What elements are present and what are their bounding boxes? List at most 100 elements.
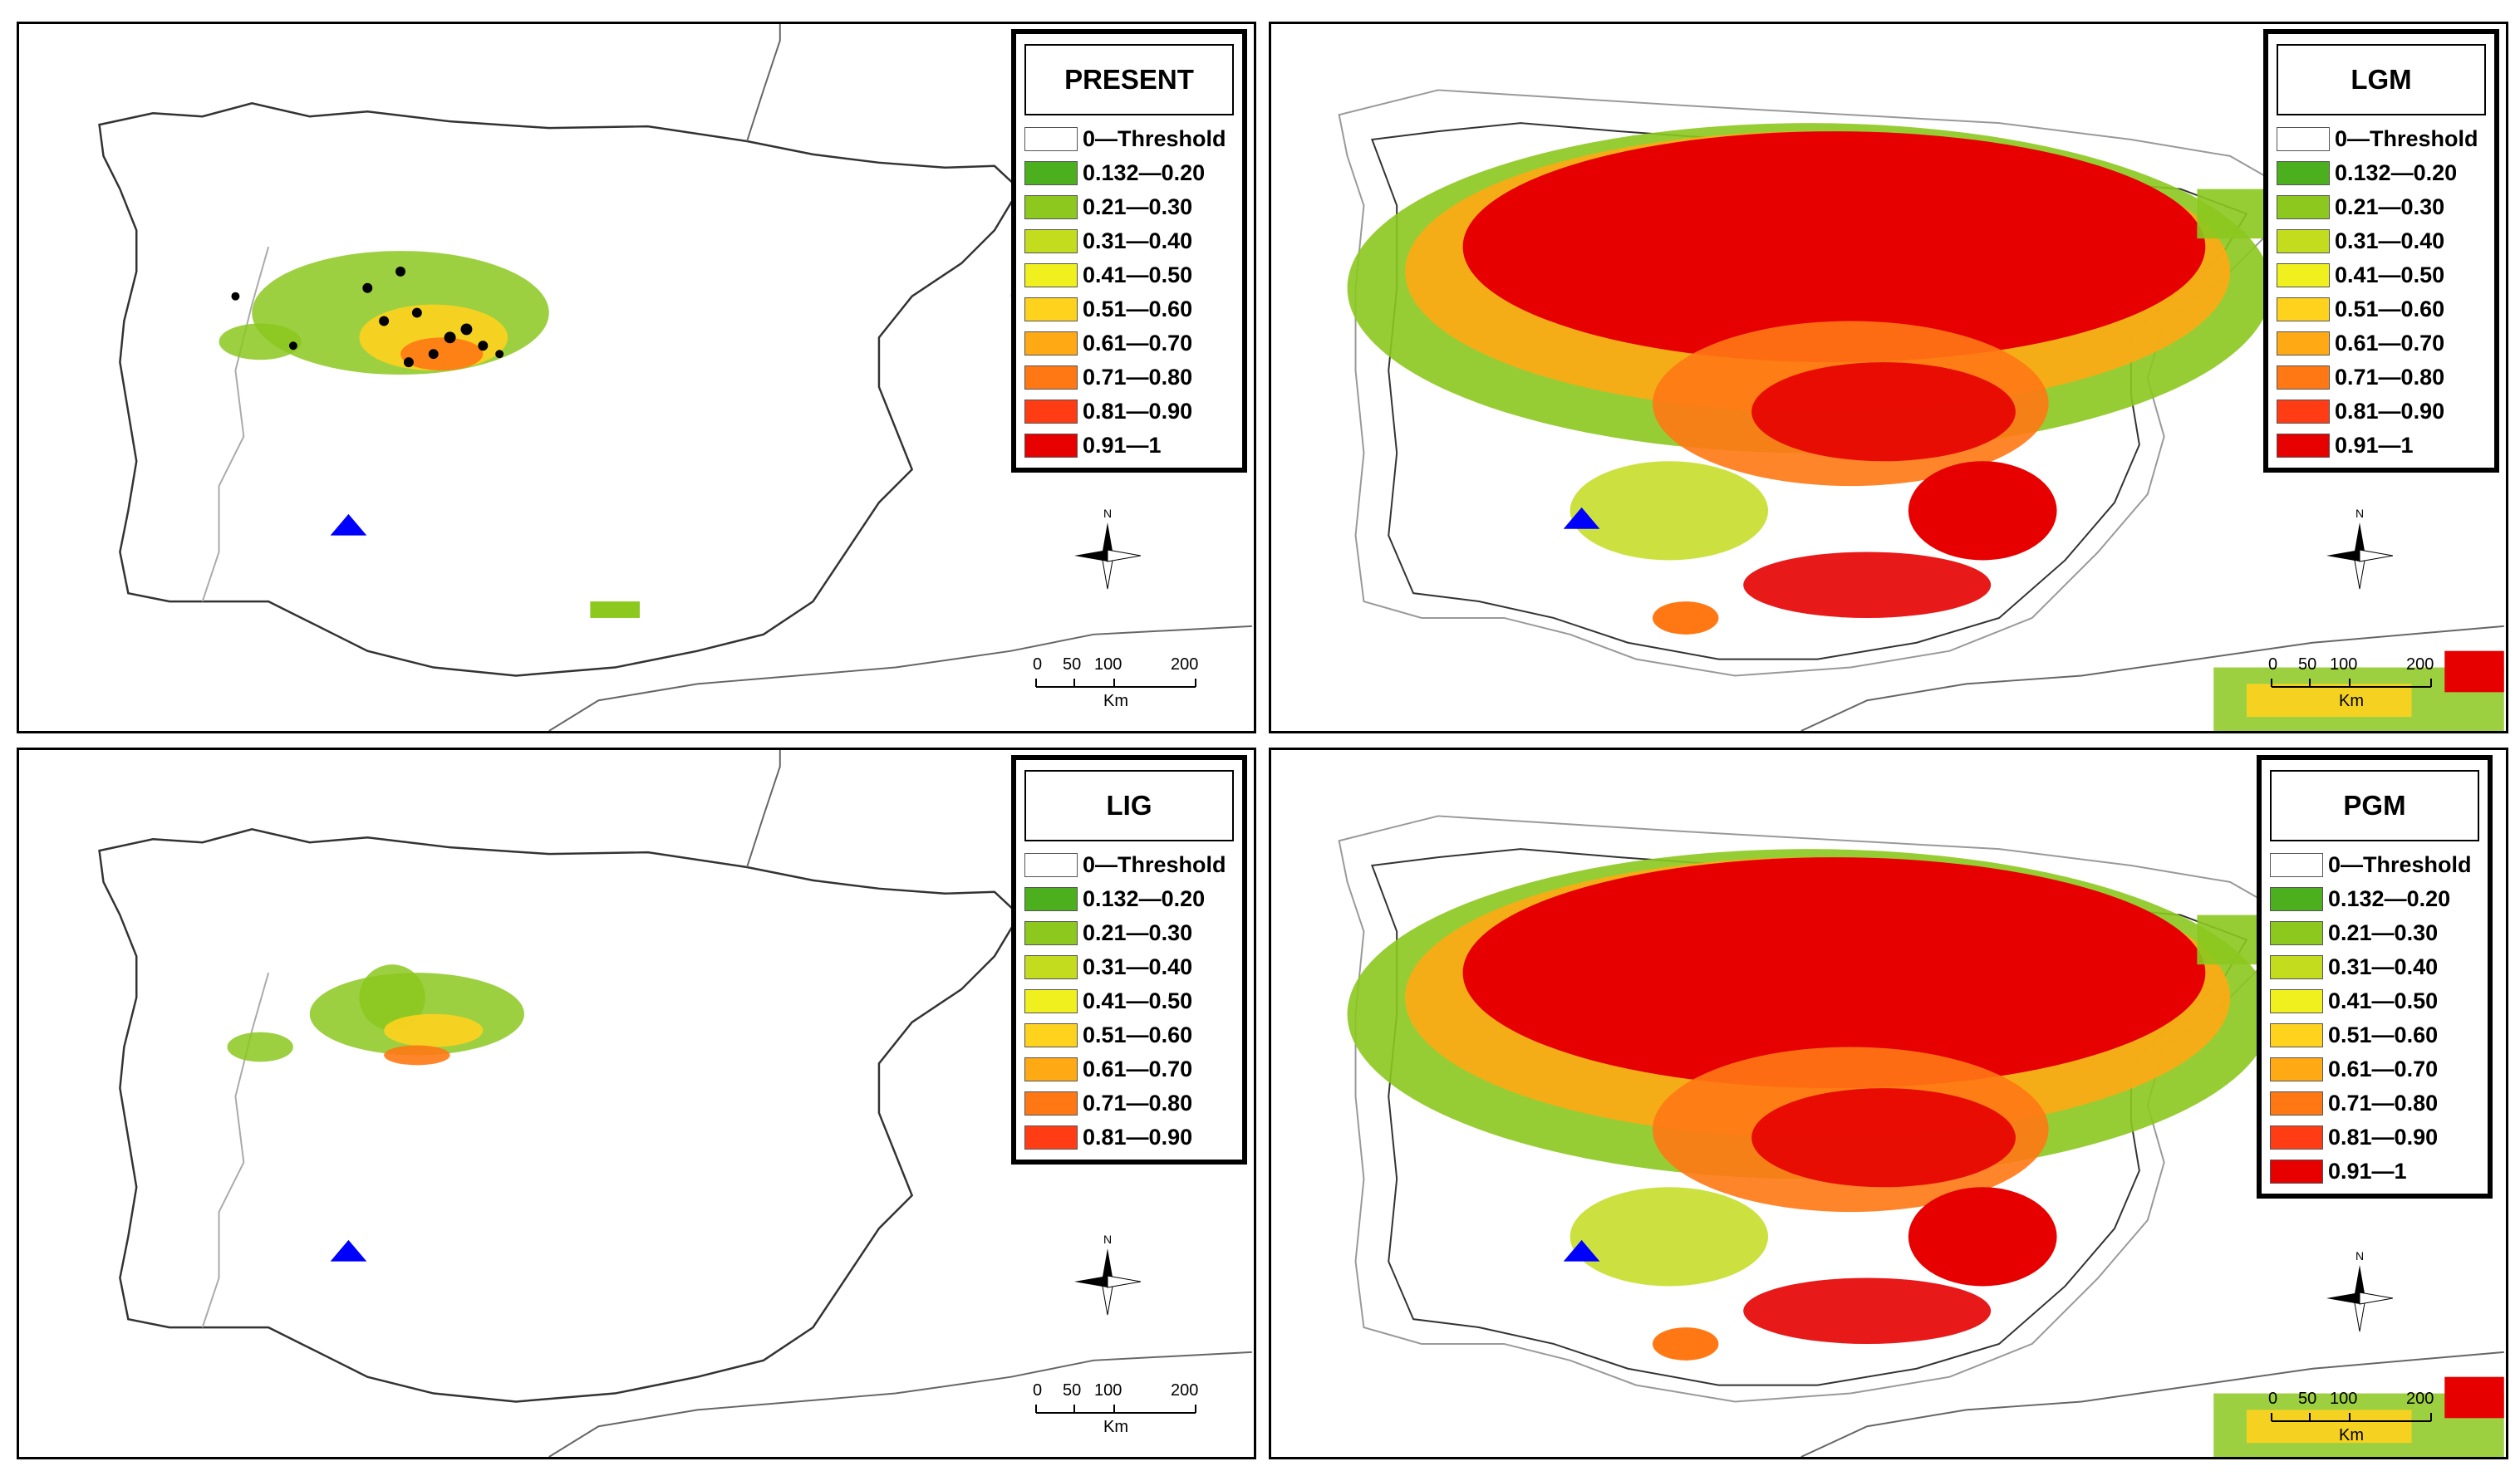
legend-label: 0.31—0.40 (2328, 954, 2439, 979)
map-panel-lig: LIG 0—Threshold 0.132—0.20 0.21—0.30 0.31—0… (17, 748, 1256, 1459)
legend-swatch (2277, 400, 2330, 424)
legend-item: 0.61—0.70 (2270, 1052, 2479, 1086)
legend-label: 0.61—0.70 (2328, 1057, 2439, 1081)
legend-swatch (1024, 887, 1078, 911)
scale-unit: Km (1103, 692, 1128, 710)
iberia-coastline (98, 102, 1021, 677)
africa-coast (1800, 625, 2504, 731)
scale-tick-50: 50 (2298, 1390, 2317, 1408)
north-arrow-icon: N (2326, 1248, 2394, 1340)
compass-label: N (2355, 507, 2364, 520)
legend-swatch (2270, 1125, 2323, 1150)
legend-item: 0.41—0.50 (2277, 258, 2486, 292)
scale-tick-50: 50 (1063, 1381, 1082, 1400)
legend-swatch (2277, 195, 2330, 219)
legend-item: 0.91—1 (2277, 429, 2486, 463)
legend-item: 0.31—0.40 (2277, 224, 2486, 258)
scale-tick-200: 200 (1171, 655, 1199, 674)
map-present (98, 24, 1252, 731)
paleo-coastline (1338, 89, 2289, 677)
legend-label: 0.132—0.20 (2335, 160, 2458, 185)
scale-bar: 0 50 100 200 Km (2268, 655, 2434, 713)
legend-item: 0.21—0.30 (1024, 916, 1234, 950)
legend-lgm: LGM 0—Threshold 0.132—0.20 0.21—0.30 0.31—0… (2263, 29, 2499, 473)
legend-item: 0.132—0.20 (2270, 882, 2479, 916)
legend-present: PRESENT 0—Threshold 0.132—0.20 0.21—0.30 0.… (1011, 29, 1247, 473)
legend-label: 0.41—0.50 (1083, 988, 1193, 1013)
legend-label: 0—Threshold (2335, 126, 2478, 151)
suitability-patches (1347, 123, 2504, 731)
legend-title: PRESENT (1024, 44, 1234, 115)
legend-item: 0.51—0.60 (1024, 292, 1234, 326)
legend-label: 0.61—0.70 (2335, 331, 2445, 356)
suitability-patches (219, 251, 640, 618)
legend-label: 0.91—1 (2328, 1159, 2407, 1184)
scale-tick-100: 100 (2330, 1390, 2358, 1408)
scale-tick-200: 200 (1171, 1381, 1199, 1400)
legend-swatch (2277, 127, 2330, 151)
legend-rows: 0—Threshold 0.132—0.20 0.21—0.30 0.31—0.40 0… (1024, 122, 1234, 463)
legend-label: 0.71—0.80 (2335, 365, 2445, 390)
occurrence-points (231, 266, 504, 368)
scale-bar: 0 50 100 200 Km (1033, 655, 1199, 713)
iberia-coastline (98, 828, 1021, 1403)
triangle-marker (330, 513, 367, 536)
legend-swatch (2277, 365, 2330, 390)
legend-swatch (1024, 853, 1078, 877)
legend-swatch (1024, 1057, 1078, 1081)
legend-item: 0.61—0.70 (1024, 326, 1234, 360)
legend-label: 0.51—0.60 (2335, 297, 2445, 321)
legend-item: 0.81—0.90 (2270, 1120, 2479, 1155)
paleo-coastline (1338, 815, 2289, 1403)
legend-lig: LIG 0—Threshold 0.132—0.20 0.21—0.30 0.31—0… (1011, 755, 1247, 1165)
legend-swatch (1024, 331, 1078, 356)
africa-coast (548, 1351, 1252, 1457)
scale-tick-200: 200 (2406, 1390, 2434, 1408)
legend-title: LGM (2277, 44, 2486, 115)
legend-pgm: PGM 0—Threshold 0.132—0.20 0.21—0.30 0.31—0… (2257, 755, 2493, 1199)
legend-rows: 0—Threshold 0.132—0.20 0.21—0.30 0.31—0.40 0… (2270, 848, 2479, 1189)
north-arrow-icon: N (1074, 506, 1142, 597)
legend-item: 0—Threshold (1024, 122, 1234, 156)
legend-swatch (2277, 297, 2330, 321)
legend-item: 0.51—0.60 (2270, 1018, 2479, 1052)
legend-label: 0.51—0.60 (1083, 297, 1193, 321)
legend-swatch (1024, 434, 1078, 458)
legend-item: 0.21—0.30 (2277, 190, 2486, 224)
scale-tick-50: 50 (2298, 655, 2317, 674)
legend-label: 0.21—0.30 (2328, 920, 2439, 945)
legend-label: 0.41—0.50 (2335, 262, 2445, 287)
legend-label: 0.81—0.90 (1083, 399, 1193, 424)
legend-label: 0.41—0.50 (2328, 988, 2439, 1013)
legend-label: 0.61—0.70 (1083, 1057, 1193, 1081)
compass-label: N (1103, 1233, 1112, 1246)
legend-swatch (2277, 434, 2330, 458)
france-coast (746, 750, 781, 868)
legend-swatch (2277, 161, 2330, 185)
legend-label: 0.21—0.30 (1083, 194, 1193, 219)
legend-swatch (2270, 1057, 2323, 1081)
legend-item: 0.71—0.80 (1024, 360, 1234, 395)
legend-label: 0.81—0.90 (2328, 1125, 2439, 1150)
map-lig (98, 750, 1252, 1457)
legend-label: 0.81—0.90 (2335, 399, 2445, 424)
triangle-marker (1563, 1239, 1600, 1262)
legend-item: 0.31—0.40 (1024, 224, 1234, 258)
legend-swatch (1024, 365, 1078, 390)
legend-label: 0.51—0.60 (2328, 1022, 2439, 1047)
legend-label: 0.31—0.40 (1083, 954, 1193, 979)
legend-item: 0.132—0.20 (1024, 156, 1234, 190)
scale-tick-100: 100 (2330, 655, 2358, 674)
legend-item: 0—Threshold (2277, 122, 2486, 156)
legend-swatch (1024, 161, 1078, 185)
legend-swatch (2270, 853, 2323, 877)
legend-label: 0.71—0.80 (2328, 1091, 2439, 1116)
legend-label: 0—Threshold (2328, 852, 2472, 877)
legend-title: LIG (1024, 770, 1234, 841)
compass-label: N (2355, 1249, 2364, 1263)
legend-title: PGM (2270, 770, 2479, 841)
scale-unit: Km (1103, 1418, 1128, 1436)
map-panel-present: PRESENT 0—Threshold 0.132—0.20 0.21—0.30 0.… (17, 22, 1256, 733)
north-arrow-icon: N (2326, 506, 2394, 597)
legend-label: 0.132—0.20 (1083, 886, 1206, 911)
